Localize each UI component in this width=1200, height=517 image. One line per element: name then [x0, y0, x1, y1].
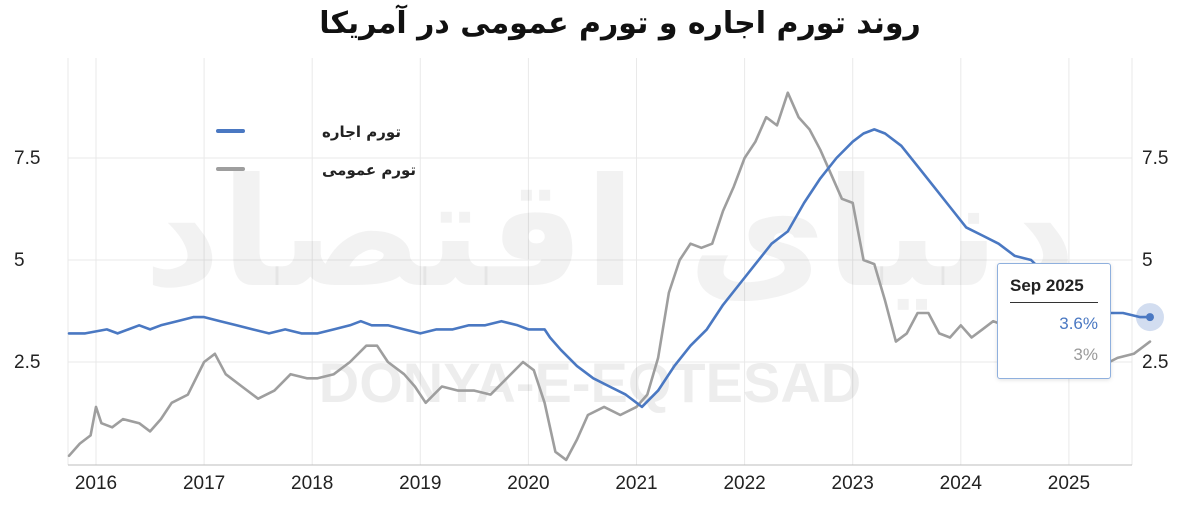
legend: تورم اجاره تورم عمومی	[216, 123, 416, 179]
x-tick-label: 2024	[940, 473, 983, 494]
chart-title: روند تورم اجاره و تورم عمومی در آمریکا	[319, 6, 921, 41]
x-tick-label: 2021	[615, 473, 657, 494]
tooltip-date: Sep 2025	[1010, 276, 1084, 295]
x-tick-label: 2022	[723, 473, 765, 494]
tooltip-rent-value: 3.6%	[1059, 314, 1098, 333]
x-tick-label: 2018	[291, 473, 333, 494]
y-tick-label-right: 5	[1142, 250, 1153, 271]
legend-label-general: تورم عمومی	[322, 161, 416, 179]
y-tick-label-left: 7.5	[14, 148, 40, 169]
hover-marker-point	[1145, 313, 1154, 322]
tooltip-cpi-value: 3%	[1073, 345, 1098, 364]
grid-layer	[67, 58, 1133, 466]
watermark: دنیای اقتصاد DONYA-E-EQTESAD	[144, 147, 1077, 414]
y-tick-label-right: 7.5	[1142, 148, 1168, 169]
watermark-logo: دنیای اقتصاد	[144, 147, 1077, 321]
y-tick-label-right: 2.5	[1142, 352, 1168, 373]
y-tick-label-left: 5	[14, 250, 25, 271]
watermark-text: DONYA-E-EQTESAD	[319, 351, 861, 414]
x-tick-label: 2017	[183, 473, 225, 494]
x-tick-label: 2016	[75, 473, 117, 494]
legend-label-rent: تورم اجاره	[322, 123, 401, 141]
x-tick-label: 2019	[399, 473, 441, 494]
hover-tooltip: Sep 2025 3.6% 3%	[997, 263, 1111, 379]
series-layer	[67, 91, 1152, 462]
axis-layer: 2016 2017 2018 2019 2020 2021 2022 2023 2024 2025…	[14, 148, 1168, 494]
x-tick-label: 2023	[832, 473, 874, 494]
y-tick-label-left: 2.5	[14, 352, 40, 373]
x-tick-label: 2020	[507, 473, 549, 494]
rent-inflation-line	[67, 128, 1152, 409]
marker-layer	[1135, 303, 1164, 332]
x-tick-label: 2025	[1048, 473, 1090, 494]
general-inflation-line	[67, 91, 1152, 462]
tooltip-divider	[1010, 302, 1098, 303]
